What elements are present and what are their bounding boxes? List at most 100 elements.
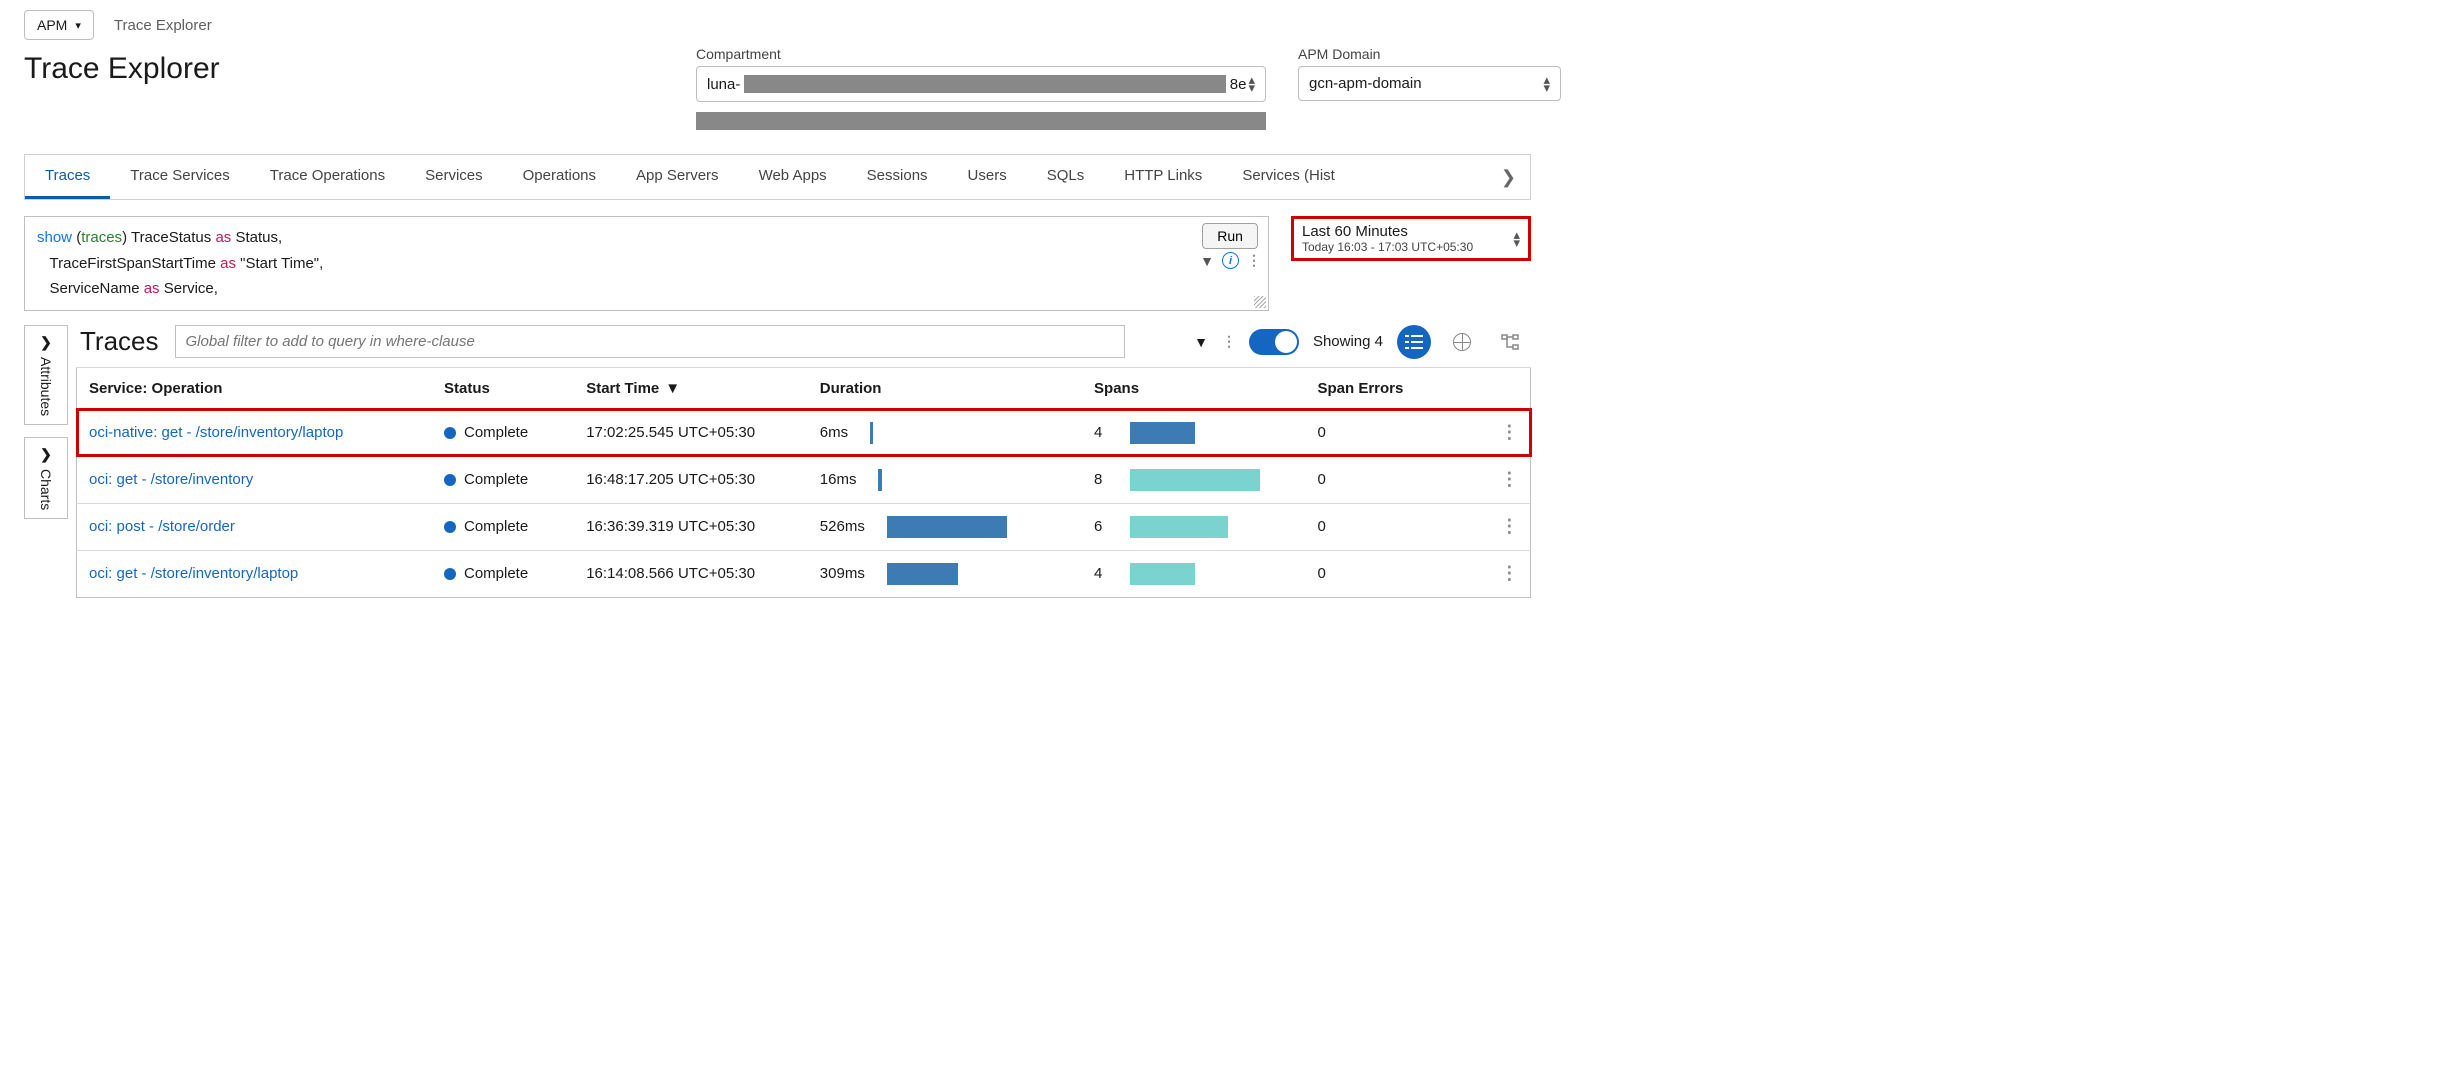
table-row[interactable]: oci-native: get - /store/inventory/lapto… xyxy=(77,409,1531,456)
trace-link[interactable]: oci-native: get - /store/inventory/lapto… xyxy=(89,424,343,441)
info-icon[interactable]: i xyxy=(1222,252,1239,269)
col-span-errors[interactable]: Span Errors xyxy=(1305,367,1488,409)
spans-count: 4 xyxy=(1094,424,1102,441)
row-menu-icon[interactable]: ⋮ xyxy=(1500,563,1517,583)
globe-icon xyxy=(1453,333,1471,351)
trace-link[interactable]: oci: get - /store/inventory xyxy=(89,471,253,488)
col-start-time[interactable]: Start Time▼ xyxy=(574,367,808,409)
time-range-title: Last 60 Minutes xyxy=(1302,223,1473,240)
tabs-scroll-right[interactable]: ❯ xyxy=(1487,159,1530,196)
query-tabs: TracesTrace ServicesTrace OperationsServ… xyxy=(25,155,1487,199)
filter-menu-icon[interactable]: ⋮ xyxy=(1222,333,1235,350)
spans-bar xyxy=(1130,422,1260,444)
toggle-knob xyxy=(1275,331,1297,353)
resize-handle[interactable] xyxy=(1254,296,1266,308)
apm-nav-select[interactable]: APM ▾ xyxy=(24,10,94,40)
apm-nav-label: APM xyxy=(37,17,67,33)
status-dot-icon xyxy=(444,474,456,486)
tree-view-button[interactable] xyxy=(1493,325,1527,359)
chevron-right-icon: ❯ xyxy=(40,446,52,463)
traces-table: Service: Operation Status Start Time▼ Du… xyxy=(76,367,1531,598)
time-range-select[interactable]: Last 60 Minutes Today 16:03 - 17:03 UTC+… xyxy=(1291,216,1531,261)
col-service-operation[interactable]: Service: Operation xyxy=(77,367,433,409)
side-tab-label: Attributes xyxy=(38,357,54,416)
duration-text: 6ms xyxy=(820,424,848,441)
side-tab-charts[interactable]: ❯ Charts xyxy=(24,437,68,519)
duration-bar xyxy=(870,422,990,444)
compartment-suffix: 8e xyxy=(1230,76,1247,93)
tab-sqls[interactable]: SQLs xyxy=(1027,155,1105,199)
tab-trace-services[interactable]: Trace Services xyxy=(110,155,249,199)
chevron-right-icon: ❯ xyxy=(40,334,52,351)
side-tab-label: Charts xyxy=(38,469,54,510)
view-toggle[interactable] xyxy=(1249,329,1299,355)
tab-sessions[interactable]: Sessions xyxy=(847,155,948,199)
apm-domain-select[interactable]: gcn-apm-domain ▴▾ xyxy=(1298,66,1561,101)
span-errors: 0 xyxy=(1305,550,1488,597)
global-filter-input[interactable] xyxy=(175,325,1125,358)
trace-link[interactable]: oci: post - /store/order xyxy=(89,518,235,535)
table-row[interactable]: oci: get - /store/inventory Complete 16:48… xyxy=(77,456,1531,503)
spans-count: 4 xyxy=(1094,565,1102,582)
table-row[interactable]: oci: get - /store/inventory/laptop Comple… xyxy=(77,550,1531,597)
compartment-label: Compartment xyxy=(696,46,1266,62)
updown-icon: ▴▾ xyxy=(1543,76,1550,92)
showing-label: Showing 4 xyxy=(1313,333,1383,350)
status-dot-icon xyxy=(444,568,456,580)
row-menu-icon[interactable]: ⋮ xyxy=(1500,516,1517,536)
side-tab-attributes[interactable]: ❯ Attributes xyxy=(24,325,68,425)
start-time: 17:02:25.545 UTC+05:30 xyxy=(574,409,808,456)
status-text: Complete xyxy=(464,424,528,441)
span-errors: 0 xyxy=(1305,409,1488,456)
compartment-select[interactable]: luna- 8e ▴▾ xyxy=(696,66,1266,102)
row-menu-icon[interactable]: ⋮ xyxy=(1500,469,1517,489)
start-time: 16:48:17.205 UTC+05:30 xyxy=(574,456,808,503)
tab-trace-operations[interactable]: Trace Operations xyxy=(250,155,405,199)
tab-traces[interactable]: Traces xyxy=(25,155,110,199)
collapse-icon[interactable]: ▼ xyxy=(1200,253,1214,269)
traces-title: Traces xyxy=(80,326,159,357)
status-dot-icon xyxy=(444,521,456,533)
tab-http-links[interactable]: HTTP Links xyxy=(1104,155,1222,199)
redacted-block xyxy=(744,75,1225,93)
table-row[interactable]: oci: post - /store/orderComplete16:36:39… xyxy=(77,503,1531,550)
tab-users[interactable]: Users xyxy=(948,155,1027,199)
apm-domain-value: gcn-apm-domain xyxy=(1309,75,1422,92)
spans-bar xyxy=(1130,563,1260,585)
time-range-subtitle: Today 16:03 - 17:03 UTC+05:30 xyxy=(1302,240,1473,254)
tab-web-apps[interactable]: Web Apps xyxy=(739,155,847,199)
duration-text: 16ms xyxy=(820,471,857,488)
spans-bar xyxy=(1130,516,1260,538)
updown-icon: ▴▾ xyxy=(1248,76,1255,92)
sort-desc-icon: ▼ xyxy=(665,380,680,397)
updown-icon: ▴▾ xyxy=(1513,231,1520,247)
col-status[interactable]: Status xyxy=(432,367,574,409)
status-text: Complete xyxy=(464,565,528,582)
col-actions xyxy=(1488,367,1530,409)
col-duration[interactable]: Duration xyxy=(808,367,1082,409)
spans-bar xyxy=(1130,469,1260,491)
start-time: 16:14:08.566 UTC+05:30 xyxy=(574,550,808,597)
globe-view-button[interactable] xyxy=(1445,325,1479,359)
tab-app-servers[interactable]: App Servers xyxy=(616,155,739,199)
tab-operations[interactable]: Operations xyxy=(503,155,616,199)
run-button[interactable]: Run xyxy=(1202,223,1258,249)
grid-view-button[interactable] xyxy=(1397,325,1431,359)
spans-count: 6 xyxy=(1094,518,1102,535)
row-menu-icon[interactable]: ⋮ xyxy=(1500,422,1517,442)
tab-services[interactable]: Services xyxy=(405,155,503,199)
span-errors: 0 xyxy=(1305,456,1488,503)
duration-bar xyxy=(887,563,1007,585)
col-spans[interactable]: Spans xyxy=(1082,367,1305,409)
redacted-block xyxy=(696,112,1266,130)
query-menu-icon[interactable]: ⋮ xyxy=(1247,252,1260,269)
trace-link[interactable]: oci: get - /store/inventory/laptop xyxy=(89,565,298,582)
duration-text: 526ms xyxy=(820,518,865,535)
query-text: show (traces) TraceStatus as Status, Tra… xyxy=(25,217,1192,310)
filter-dropdown-icon[interactable]: ▼ xyxy=(1194,334,1208,350)
status-text: Complete xyxy=(464,518,528,535)
tab-services-hist[interactable]: Services (Hist xyxy=(1222,155,1355,199)
spans-count: 8 xyxy=(1094,471,1102,488)
query-editor[interactable]: show (traces) TraceStatus as Status, Tra… xyxy=(24,216,1269,311)
status-text: Complete xyxy=(464,471,528,488)
